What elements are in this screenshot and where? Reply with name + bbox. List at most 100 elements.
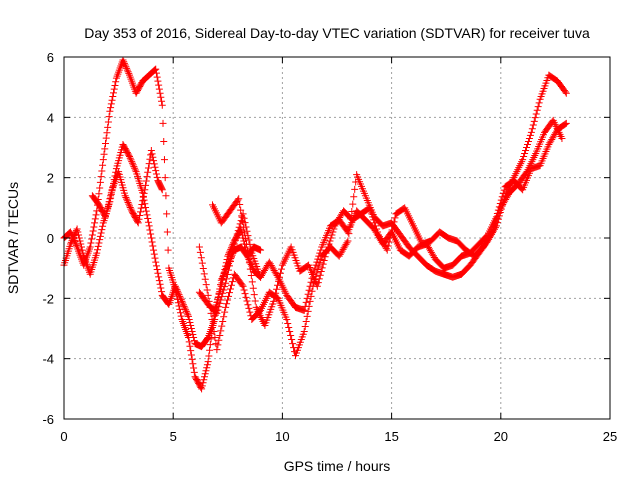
data-point xyxy=(240,223,248,231)
data-point xyxy=(487,230,495,238)
data-point xyxy=(237,206,245,214)
data-point xyxy=(244,301,252,309)
data-point xyxy=(274,281,282,289)
data-point xyxy=(199,379,207,387)
data-point xyxy=(173,292,181,300)
data-point xyxy=(388,226,396,234)
data-point xyxy=(152,167,160,175)
data-point xyxy=(225,266,233,274)
series-track-f xyxy=(209,116,566,329)
axis-ticks xyxy=(63,56,611,420)
data-point xyxy=(522,147,530,155)
data-point xyxy=(67,230,75,238)
data-point xyxy=(122,193,130,201)
data-point xyxy=(217,327,225,335)
data-point xyxy=(529,121,537,129)
data-point xyxy=(523,140,531,148)
data-point xyxy=(368,210,376,218)
data-point xyxy=(239,282,247,290)
data-point xyxy=(149,242,157,250)
data-point xyxy=(284,319,292,327)
data-point xyxy=(135,215,143,223)
data-point xyxy=(152,170,160,178)
data-point xyxy=(521,150,529,158)
data-point xyxy=(106,107,114,115)
data-point xyxy=(238,228,246,236)
data-point xyxy=(366,204,374,212)
data-point xyxy=(139,197,147,205)
data-point xyxy=(214,306,222,314)
data-point xyxy=(157,93,165,101)
data-point xyxy=(202,367,210,375)
data-point xyxy=(210,328,218,336)
data-point xyxy=(220,313,228,321)
data-point xyxy=(222,259,230,267)
data-point xyxy=(125,200,133,208)
data-point xyxy=(348,208,356,216)
data-point xyxy=(68,231,76,239)
data-point xyxy=(385,238,393,246)
data-point xyxy=(137,204,145,212)
data-point xyxy=(141,186,149,194)
data-point xyxy=(246,308,254,316)
data-point xyxy=(316,259,324,267)
data-point xyxy=(221,283,229,291)
data-point xyxy=(303,312,311,320)
data-point xyxy=(155,81,163,89)
data-point xyxy=(186,342,194,350)
data-point xyxy=(384,242,392,250)
data-point xyxy=(367,207,375,215)
data-point xyxy=(386,234,394,242)
data-point xyxy=(287,332,295,340)
data-point xyxy=(186,318,194,326)
y-tick-label: 4 xyxy=(47,110,54,125)
data-point xyxy=(91,215,99,223)
data-point xyxy=(123,197,131,205)
chart-title: Day 353 of 2016, Sidereal Day-to-day VTE… xyxy=(84,25,590,41)
data-point xyxy=(162,192,170,200)
data-point xyxy=(158,288,166,296)
data-point xyxy=(96,236,104,244)
y-tick-label: -4 xyxy=(42,352,54,367)
data-point xyxy=(201,275,209,283)
data-point xyxy=(172,289,180,297)
data-point xyxy=(215,303,223,311)
data-point xyxy=(97,173,105,181)
data-point xyxy=(144,218,152,226)
y-tick-label: -6 xyxy=(42,412,54,427)
data-point xyxy=(223,275,231,283)
data-point xyxy=(140,189,148,197)
data-point xyxy=(103,129,111,137)
data-point xyxy=(105,113,113,121)
data-point xyxy=(72,227,80,235)
data-point xyxy=(242,235,250,243)
data-point xyxy=(188,355,196,363)
data-point xyxy=(155,277,163,285)
data-point xyxy=(231,237,239,245)
data-point xyxy=(225,289,233,297)
data-point xyxy=(344,237,352,245)
data-point xyxy=(104,118,112,126)
data-point xyxy=(206,303,214,311)
data-point xyxy=(317,246,325,254)
data-point xyxy=(535,99,543,107)
data-point xyxy=(227,253,235,261)
data-point xyxy=(232,233,240,241)
data-point xyxy=(218,293,226,301)
data-point xyxy=(160,156,168,164)
data-point xyxy=(158,186,166,194)
data-point xyxy=(101,213,109,221)
data-point xyxy=(134,219,142,227)
data-point xyxy=(302,317,310,325)
data-point xyxy=(122,63,130,71)
data-point xyxy=(93,246,101,254)
data-point xyxy=(198,259,206,267)
data-point xyxy=(233,230,241,238)
data-point xyxy=(199,265,207,273)
data-point xyxy=(149,153,157,161)
data-point xyxy=(152,258,160,266)
data-point xyxy=(142,207,150,215)
data-point xyxy=(95,190,103,198)
x-tick-label: 0 xyxy=(60,429,67,444)
data-point xyxy=(313,258,321,266)
